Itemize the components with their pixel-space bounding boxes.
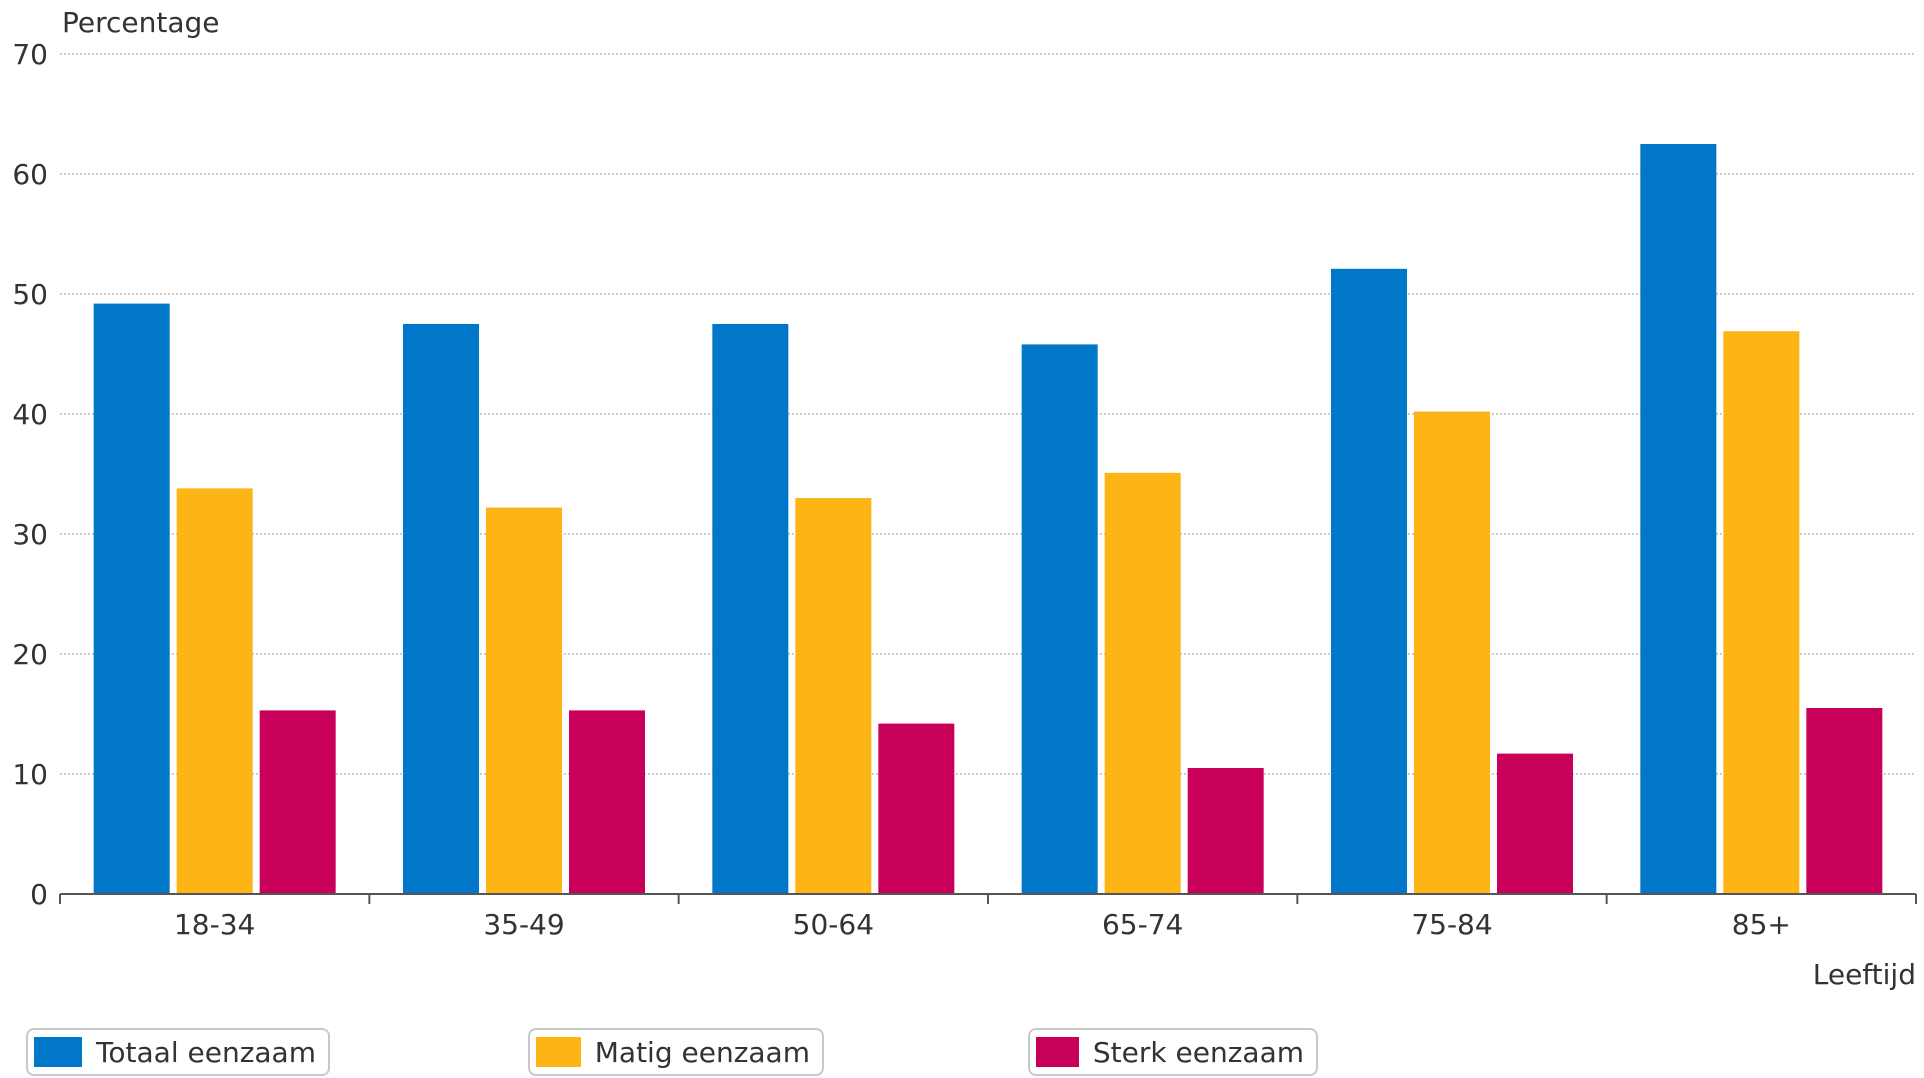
legend-label-matig-eenzaam: Matig eenzaam: [594, 1035, 810, 1069]
bar-totaal-eenzaam-35-49: [403, 324, 479, 894]
x-axis-title: Leeftijd: [1813, 958, 1916, 991]
y-tick-label: 0: [30, 878, 48, 911]
axes: 0 10 20 30 40 50 60 70 18-34 35-49 50-64 65-74 75-84…: [12, 38, 1917, 941]
bar-matig-eenzaam-35-49: [486, 507, 562, 894]
y-tick-label: 20: [12, 638, 48, 671]
bar-sterk-eenzaam-85plus: [1806, 708, 1883, 894]
legend-swatch-totaal-eenzaam: [34, 1037, 83, 1067]
y-axis-title: Percentage: [62, 6, 220, 39]
legend-label-totaal-eenzaam: Totaal eenzaam: [96, 1035, 316, 1069]
y-tick-label: 50: [12, 278, 48, 311]
x-tick-label: 85+: [1732, 908, 1791, 941]
legend-label-sterk-eenzaam: Sterk eenzaam: [1092, 1035, 1304, 1069]
bars: [93, 144, 1883, 895]
x-tick-label: 18-34: [174, 908, 255, 941]
bar-totaal-eenzaam-50-64: [712, 324, 789, 894]
legend-swatch-sterk-eenzaam: [1036, 1037, 1079, 1067]
bar-sterk-eenzaam-75-84: [1497, 753, 1573, 894]
x-tick-label: 35-49: [483, 908, 564, 941]
x-tick-label: 65-74: [1102, 908, 1183, 941]
bar-totaal-eenzaam-85plus: [1640, 144, 1717, 894]
bar-sterk-eenzaam-50-64: [878, 723, 955, 894]
bar-matig-eenzaam-75-84: [1414, 411, 1490, 894]
y-tick-label: 10: [12, 758, 48, 791]
bar-sterk-eenzaam-35-49: [569, 710, 645, 894]
bar-matig-eenzaam-85plus: [1723, 331, 1800, 894]
y-tick-label: 40: [12, 398, 48, 431]
bar-sterk-eenzaam-18-34: [259, 710, 336, 894]
y-tick-label: 70: [12, 38, 48, 71]
bar-matig-eenzaam-18-34: [176, 488, 253, 894]
bar-matig-eenzaam-65-74: [1104, 472, 1181, 894]
legend-item-totaal-eenzaam[interactable]: Totaal eenzaam: [26, 1028, 330, 1076]
bar-totaal-eenzaam-75-84: [1331, 268, 1407, 894]
legend-item-matig-eenzaam[interactable]: Matig eenzaam: [528, 1028, 824, 1076]
y-tick-label: 60: [12, 158, 48, 191]
bar-totaal-eenzaam-65-74: [1021, 344, 1098, 894]
x-tick-label: 50-64: [793, 908, 874, 941]
bar-matig-eenzaam-50-64: [795, 498, 872, 894]
bar-sterk-eenzaam-65-74: [1187, 768, 1264, 894]
gridlines: [60, 53, 1916, 775]
x-tick-label: 75-84: [1411, 908, 1492, 941]
legend-swatch-matig-eenzaam: [536, 1037, 581, 1067]
legend-item-sterk-eenzaam[interactable]: Sterk eenzaam: [1028, 1028, 1318, 1076]
y-tick-label: 30: [12, 518, 48, 551]
bar-totaal-eenzaam-18-34: [93, 303, 170, 895]
